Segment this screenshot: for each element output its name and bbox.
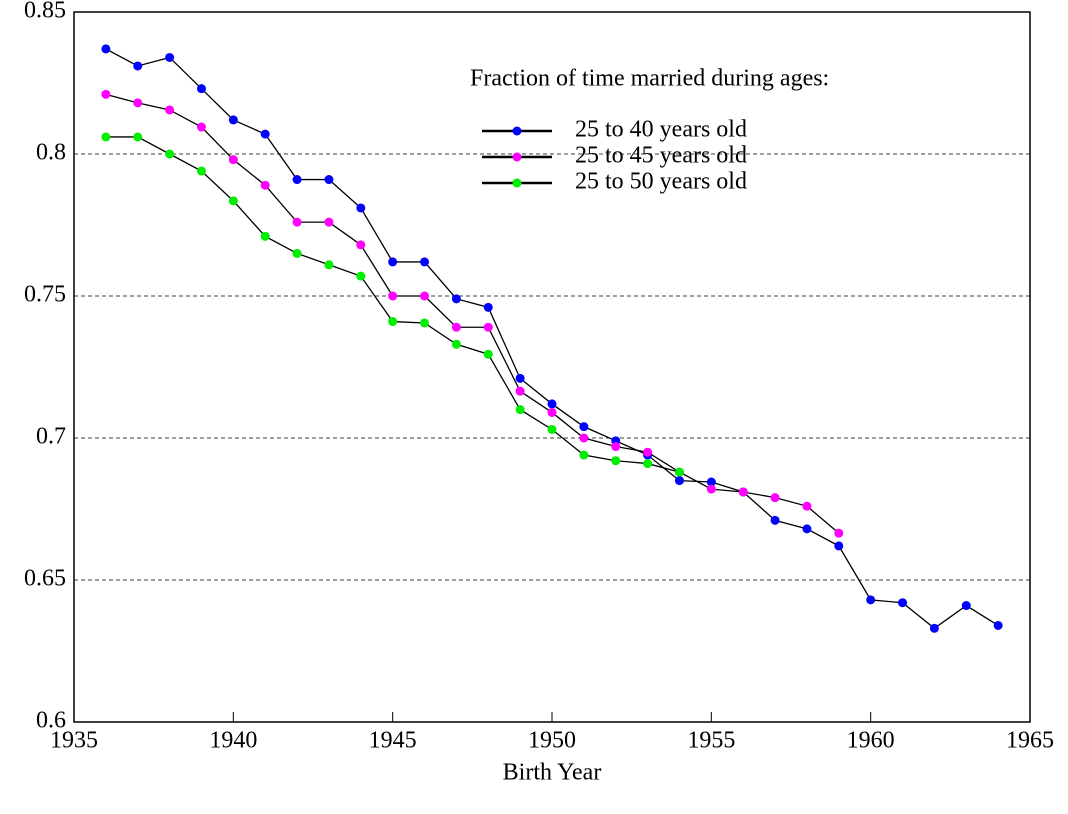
data-point <box>292 175 302 185</box>
data-point <box>738 487 748 497</box>
data-point <box>706 477 716 487</box>
data-point <box>101 89 111 99</box>
data-point <box>292 248 302 258</box>
data-point <box>802 501 812 511</box>
data-point <box>961 601 971 611</box>
data-point <box>674 467 684 477</box>
y-tick-label: 0.8 <box>36 140 66 166</box>
data-point <box>133 132 143 142</box>
x-tick-label: 1950 <box>528 728 576 754</box>
legend-marker <box>512 152 522 162</box>
y-tick-label: 0.7 <box>36 424 66 450</box>
data-point <box>228 115 238 125</box>
y-tick-label: 0.65 <box>24 566 66 592</box>
x-tick-label: 1945 <box>369 728 417 754</box>
legend-label: 25 to 40 years old <box>575 117 747 143</box>
data-point <box>802 524 812 534</box>
data-point <box>547 407 557 417</box>
data-point <box>483 322 493 332</box>
y-tick-label: 0.75 <box>24 282 66 308</box>
data-point <box>611 442 621 452</box>
legend-title: Fraction of time married during ages: <box>470 66 829 92</box>
data-point <box>643 459 653 469</box>
series-line <box>105 48 999 630</box>
data-point <box>260 231 270 241</box>
data-point <box>196 84 206 94</box>
x-axis-label: Birth Year <box>503 760 602 786</box>
data-point <box>420 257 430 267</box>
data-point <box>133 98 143 108</box>
data-point <box>547 424 557 434</box>
data-point <box>165 149 175 159</box>
series-line <box>105 93 840 534</box>
data-point <box>451 339 461 349</box>
plot-frame <box>73 11 1031 723</box>
data-point <box>165 105 175 115</box>
data-point <box>228 155 238 165</box>
data-point <box>133 61 143 71</box>
data-point <box>356 271 366 281</box>
x-tick-label: 1960 <box>847 728 895 754</box>
data-point <box>260 129 270 139</box>
data-point <box>993 620 1003 630</box>
data-point <box>228 196 238 206</box>
data-point <box>579 450 589 460</box>
x-tick-label: 1965 <box>1006 728 1054 754</box>
data-point <box>356 203 366 213</box>
data-point <box>101 132 111 142</box>
data-point <box>420 291 430 301</box>
data-point <box>356 240 366 250</box>
data-point <box>451 294 461 304</box>
data-point <box>579 422 589 432</box>
data-point <box>706 484 716 494</box>
data-point <box>451 322 461 332</box>
data-point <box>196 122 206 132</box>
y-tick-label: 0.85 <box>24 0 66 24</box>
legend-label: 25 to 50 years old <box>575 169 747 195</box>
legend-marker <box>512 126 522 136</box>
data-point <box>898 598 908 608</box>
data-point <box>388 291 398 301</box>
legend-label: 25 to 45 years old <box>575 143 747 169</box>
x-tick-label: 1955 <box>687 728 735 754</box>
data-point <box>324 260 334 270</box>
data-point <box>770 515 780 525</box>
data-point <box>260 180 270 190</box>
data-point <box>770 493 780 503</box>
data-point <box>611 456 621 466</box>
data-point <box>292 217 302 227</box>
data-point <box>866 595 876 605</box>
data-point <box>165 52 175 62</box>
data-point <box>483 302 493 312</box>
data-point <box>579 433 589 443</box>
data-point <box>929 623 939 633</box>
x-tick-label: 1940 <box>209 728 257 754</box>
data-point <box>674 476 684 486</box>
data-point <box>515 386 525 396</box>
data-point <box>643 447 653 457</box>
data-point <box>388 317 398 327</box>
data-point <box>388 257 398 267</box>
data-point <box>515 405 525 415</box>
data-point <box>196 166 206 176</box>
data-point <box>547 399 557 409</box>
x-tick-label: 1935 <box>50 728 98 754</box>
data-point <box>324 217 334 227</box>
data-point <box>834 528 844 538</box>
y-tick-label: 0.6 <box>36 708 66 734</box>
data-point <box>324 175 334 185</box>
data-point <box>515 373 525 383</box>
data-point <box>483 349 493 359</box>
data-point <box>834 541 844 551</box>
legend-marker <box>512 178 522 188</box>
data-point <box>420 318 430 328</box>
data-point <box>101 44 111 54</box>
